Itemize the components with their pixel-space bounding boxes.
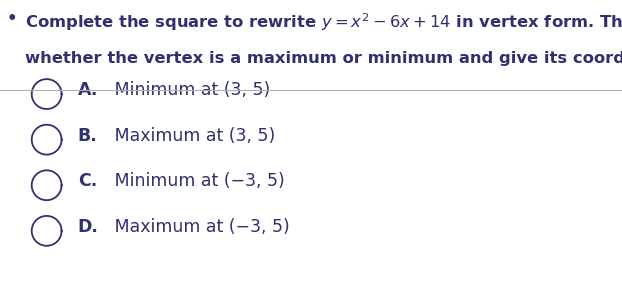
Text: Minimum at (−3, 5): Minimum at (−3, 5): [109, 172, 285, 190]
Text: whether the vertex is a maximum or minimum and give its coordinates.: whether the vertex is a maximum or minim…: [25, 51, 622, 66]
Text: •: •: [6, 11, 17, 27]
Text: Maximum at (−3, 5): Maximum at (−3, 5): [109, 218, 290, 236]
Text: A.: A.: [78, 81, 98, 99]
Text: C.: C.: [78, 172, 97, 190]
Text: Minimum at (3, 5): Minimum at (3, 5): [109, 81, 270, 99]
Text: D.: D.: [78, 218, 99, 236]
Text: Maximum at (3, 5): Maximum at (3, 5): [109, 127, 275, 145]
Text: B.: B.: [78, 127, 98, 145]
Text: Complete the square to rewrite $y = x^2 - 6x + 14$ in vertex form. Then state: Complete the square to rewrite $y = x^2 …: [25, 11, 622, 33]
